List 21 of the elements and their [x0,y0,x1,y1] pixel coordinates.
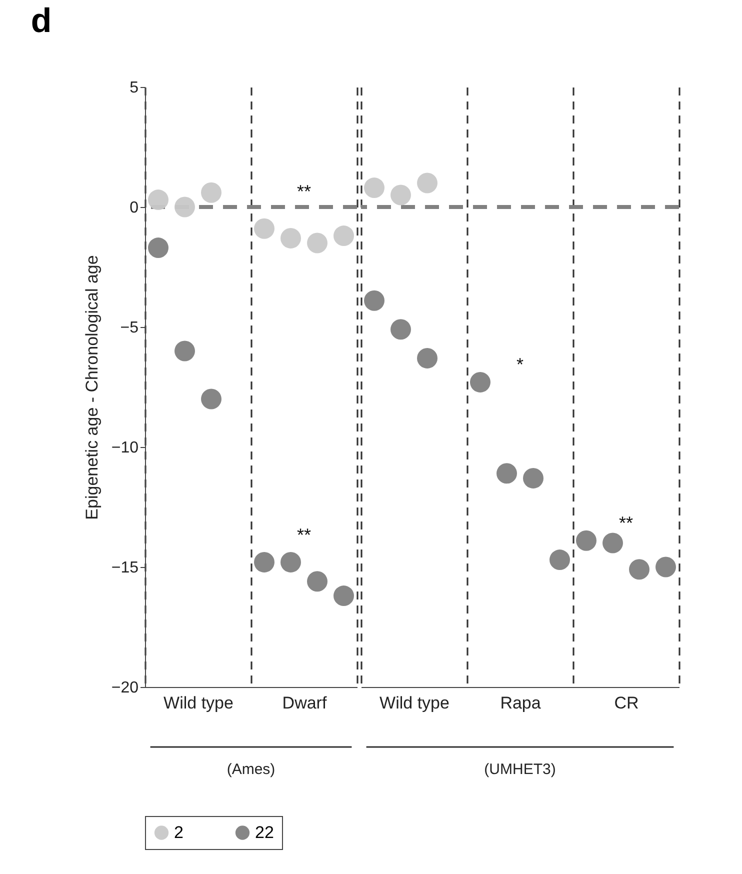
annotation: ** [296,182,312,202]
x-tick-label: Dwarf [282,694,327,712]
x-axis-title: (Ames) [226,761,276,778]
annotation: ** [618,512,634,533]
x-axis-title: (UMHET3) [484,761,556,778]
x-tick-label: Wild type [380,694,450,712]
y-tick-label: −10 [111,440,139,456]
y-tick-label: −5 [120,320,139,336]
x-tick-label: CR [614,694,639,712]
legend-label: 22 [255,822,274,842]
y-tick-label: 5 [130,80,139,96]
x-tick-label: Wild type [164,694,234,712]
chart-title: d [30,2,52,40]
y-axis-title: Epigenetic age - Chronological age [82,255,102,520]
legend-label: 2 [174,822,184,842]
annotation: ** [296,524,312,545]
y-tick-label: −15 [111,560,139,576]
y-tick-label: −20 [111,680,139,696]
y-tick-label: 0 [130,200,139,216]
annotation: * [516,354,524,374]
x-tick-label: Rapa [500,694,542,712]
